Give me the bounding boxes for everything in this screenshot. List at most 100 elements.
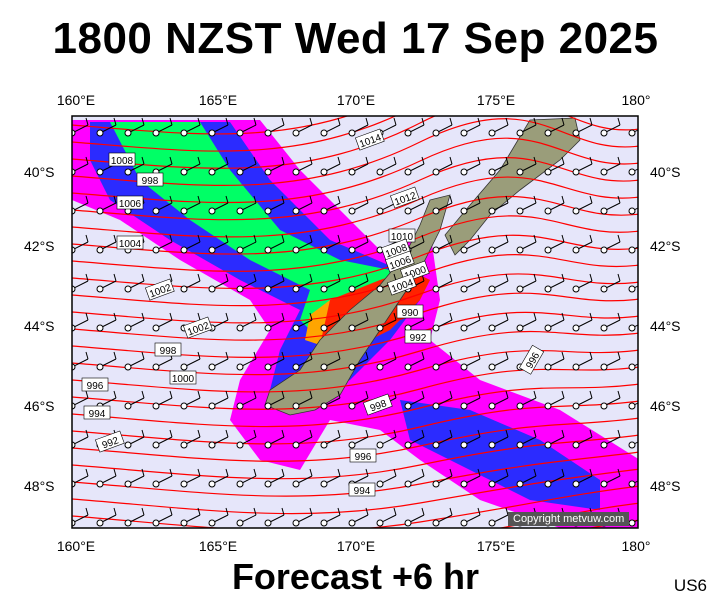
wind-barb [432,234,453,254]
lat-label-left-44: 44°S [24,318,55,334]
lon-label-bottom-175: 175°E [476,538,516,554]
wind-barb [292,312,313,332]
lon-label-bottom-160: 160°E [56,538,96,554]
wind-barb [488,234,509,254]
wind-barb [348,390,369,410]
wind-barb [628,441,638,449]
wind-barb [348,117,369,137]
wind-barb [460,156,481,176]
wind-barb [236,273,257,293]
chart-code: US6 [673,576,707,595]
wind-barb [320,507,341,527]
wind-barb [516,468,537,488]
wind-barb [180,468,201,488]
lat-label-right-48: 48°S [650,478,681,494]
isobar-line [72,137,638,204]
svg-text:1004: 1004 [119,239,142,250]
wind-barb [404,507,425,527]
svg-text:1006: 1006 [119,199,142,210]
wind-barb [600,234,621,254]
wind-barb [432,429,453,449]
wind-barb [432,351,453,371]
wind-barb [264,195,285,215]
isobar-line [72,417,638,462]
wind-barb [208,429,229,449]
lon-label-top-180: 180° [621,92,651,108]
wind-barb [208,156,229,176]
wind-barb [264,234,285,254]
wind-barb [572,468,593,488]
wind-barb [236,390,257,410]
wind-barb [628,363,638,371]
isobar-labels: 1014101210101008100610041002100099899699… [81,128,545,497]
wind-barb [600,312,621,332]
isobar-label: 1004 [116,235,144,250]
lon-label-bottom-165: 165°E [198,538,238,554]
wind-barb [432,312,453,332]
wind-barb [152,312,173,332]
wind-barb [432,468,453,488]
wind-barb [292,390,313,410]
wind-barb [376,351,397,371]
lon-label-top-165: 165°E [198,92,238,108]
wind-barb [96,117,117,137]
wind-barb [572,351,593,371]
wind-barb [516,429,537,449]
lat-label-left-40: 40°S [24,164,55,180]
wind-barb [320,117,341,137]
wind-barb [460,312,481,332]
wind-barb [236,156,257,176]
svg-text:996: 996 [87,381,104,392]
wind-barb [180,117,201,137]
isobar-line [72,383,638,428]
wind-barb [544,117,565,137]
wind-barb [516,234,537,254]
wind-barb [236,195,257,215]
svg-text:992: 992 [410,333,427,344]
isobar-line [72,273,638,324]
lon-label-top-175: 175°E [476,92,516,108]
isobar-line [72,234,638,290]
rain-heavy-area [110,122,400,340]
wind-barb [180,156,201,176]
wind-barb [628,129,638,137]
wind-barb [488,390,509,410]
wind-barb [348,429,369,449]
wind-barb [292,507,313,527]
wind-barb [516,117,537,137]
wind-barb [152,390,173,410]
wind-barb [292,117,313,137]
wind-barb [236,429,257,449]
wind-barb [124,156,145,176]
wind-barb [460,234,481,254]
map-frame [71,115,639,529]
wind-barb [292,156,313,176]
isobar-line [72,468,638,515]
isobar-line [72,349,638,393]
isobar-label: 1006 [116,195,144,210]
wind-barb [236,312,257,332]
wind-barb [320,234,341,254]
wind-barb [348,351,369,371]
isobar-label: 992 [404,329,432,344]
page-title: 1800 NZST Wed 17 Sep 2025 [52,14,659,63]
wind-barb [320,195,341,215]
wind-barb [600,351,621,371]
wind-barb [488,507,509,527]
wind-barb [264,429,285,449]
isobar-line [72,366,638,410]
isobar-label: 1010 [388,228,416,243]
lon-label-top-170: 170°E [336,92,376,108]
wind-barb [460,273,481,293]
wind-barb [124,390,145,410]
wind-barb [376,507,397,527]
wind-barb [572,312,593,332]
wind-barb [72,429,89,449]
wind-barb [124,507,145,527]
lat-label-right-40: 40°S [650,164,681,180]
wind-barb [264,507,285,527]
rain-orange-area [305,300,330,345]
wind-barb [348,273,369,293]
wind-barb [600,429,621,449]
wind-barb [236,117,257,137]
